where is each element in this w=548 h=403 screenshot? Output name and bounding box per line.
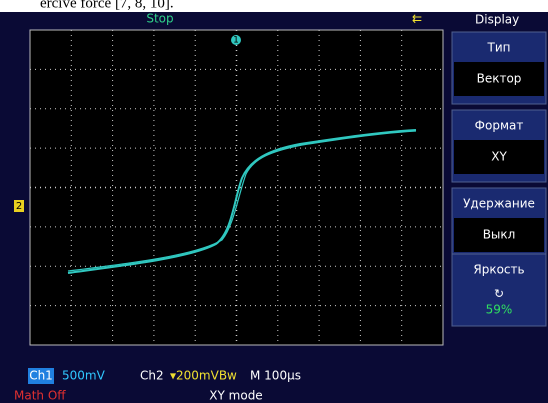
menu-item-value: Вектор [477, 72, 522, 86]
caption-fragment: ercive force [7, 8, 10]. [40, 0, 174, 11]
menu-title: Display [475, 13, 519, 27]
brightness-icon: ↻ [494, 287, 504, 301]
menu-item-label: Тип [487, 41, 511, 55]
channel-marker-label: 2 [16, 201, 22, 212]
oscilloscope-screenshot: ercive force [7, 8, 10]. Stop ⇇ 1 2 Disp… [0, 0, 548, 403]
menu-item-value: XY [491, 150, 507, 164]
mode: XY mode [209, 389, 262, 403]
menu-item-label: Удержание [463, 197, 535, 211]
menu-item-value: Выкл [483, 228, 516, 242]
ch2-label: Ch2 [140, 369, 164, 383]
trigger-marker-label: 1 [233, 36, 239, 46]
status: Stop [146, 12, 173, 26]
menu-item-value: 59% [486, 303, 513, 317]
menu-item-label: Формат [475, 119, 524, 133]
math-status: Math Off [14, 389, 66, 403]
usb-icon: ⇇ [412, 12, 422, 26]
ch1-scale: 500mV [62, 369, 106, 383]
menu-items: Тип Вектор Формат XY Удержание Выкл Яркость ↻ 59… [452, 32, 546, 326]
ch2-scale: ▾200mVBw [170, 369, 237, 383]
ch1-label: Ch1 [29, 369, 53, 383]
plot-area [30, 30, 443, 345]
timebase: M 100µs [250, 369, 301, 383]
menu-item-label: Яркость [473, 263, 524, 277]
